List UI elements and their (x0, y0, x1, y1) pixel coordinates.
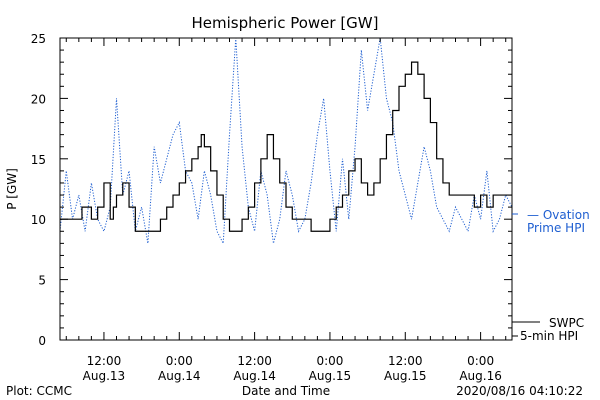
x-tick-label-time: 0:00 (316, 354, 343, 368)
y-tick-label: 5 (38, 274, 46, 288)
legend-swpc-label-1: SWPC (549, 316, 584, 330)
swpc-hpi-line (60, 61, 512, 232)
x-tick-label-time: 12:00 (237, 354, 272, 368)
y-axis-label: P [GW] (5, 168, 19, 210)
chart-title: Hemispheric Power [GW] (192, 14, 379, 32)
legend-ovation-label-2: Prime HPI (527, 221, 585, 235)
x-tick-label-date: Aug.13 (83, 369, 126, 383)
x-tick-label-date: Aug.15 (384, 369, 427, 383)
y-tick-label: 15 (31, 153, 46, 167)
legend-swpc-label-2: 5-min HPI (520, 329, 578, 343)
footer-timestamp: 2020/08/16 04:10:22 (456, 384, 583, 398)
x-tick-label-time: 0:00 (467, 354, 494, 368)
x-tick-label-time: 0:00 (166, 354, 193, 368)
footer-plot-source: Plot: CCMC (6, 384, 72, 398)
x-axis-label: Date and Time (242, 384, 330, 398)
x-tick-label-date: Aug.14 (233, 369, 276, 383)
plot-frame (59, 37, 513, 341)
x-tick-label-time: 12:00 (87, 354, 122, 368)
y-tick-label: 10 (31, 213, 46, 227)
x-tick-label-date: Aug.16 (459, 369, 502, 383)
y-tick-label: 20 (31, 92, 46, 106)
legend-ovation-label-1: — Ovation (527, 208, 590, 222)
ovation-hpi-line (59, 37, 513, 246)
y-tick-label: 25 (31, 32, 46, 46)
x-tick-label-date: Aug.15 (309, 369, 352, 383)
x-tick-label-date: Aug.14 (158, 369, 201, 383)
y-tick-label: 0 (38, 334, 46, 348)
x-tick-label-time: 12:00 (388, 354, 423, 368)
